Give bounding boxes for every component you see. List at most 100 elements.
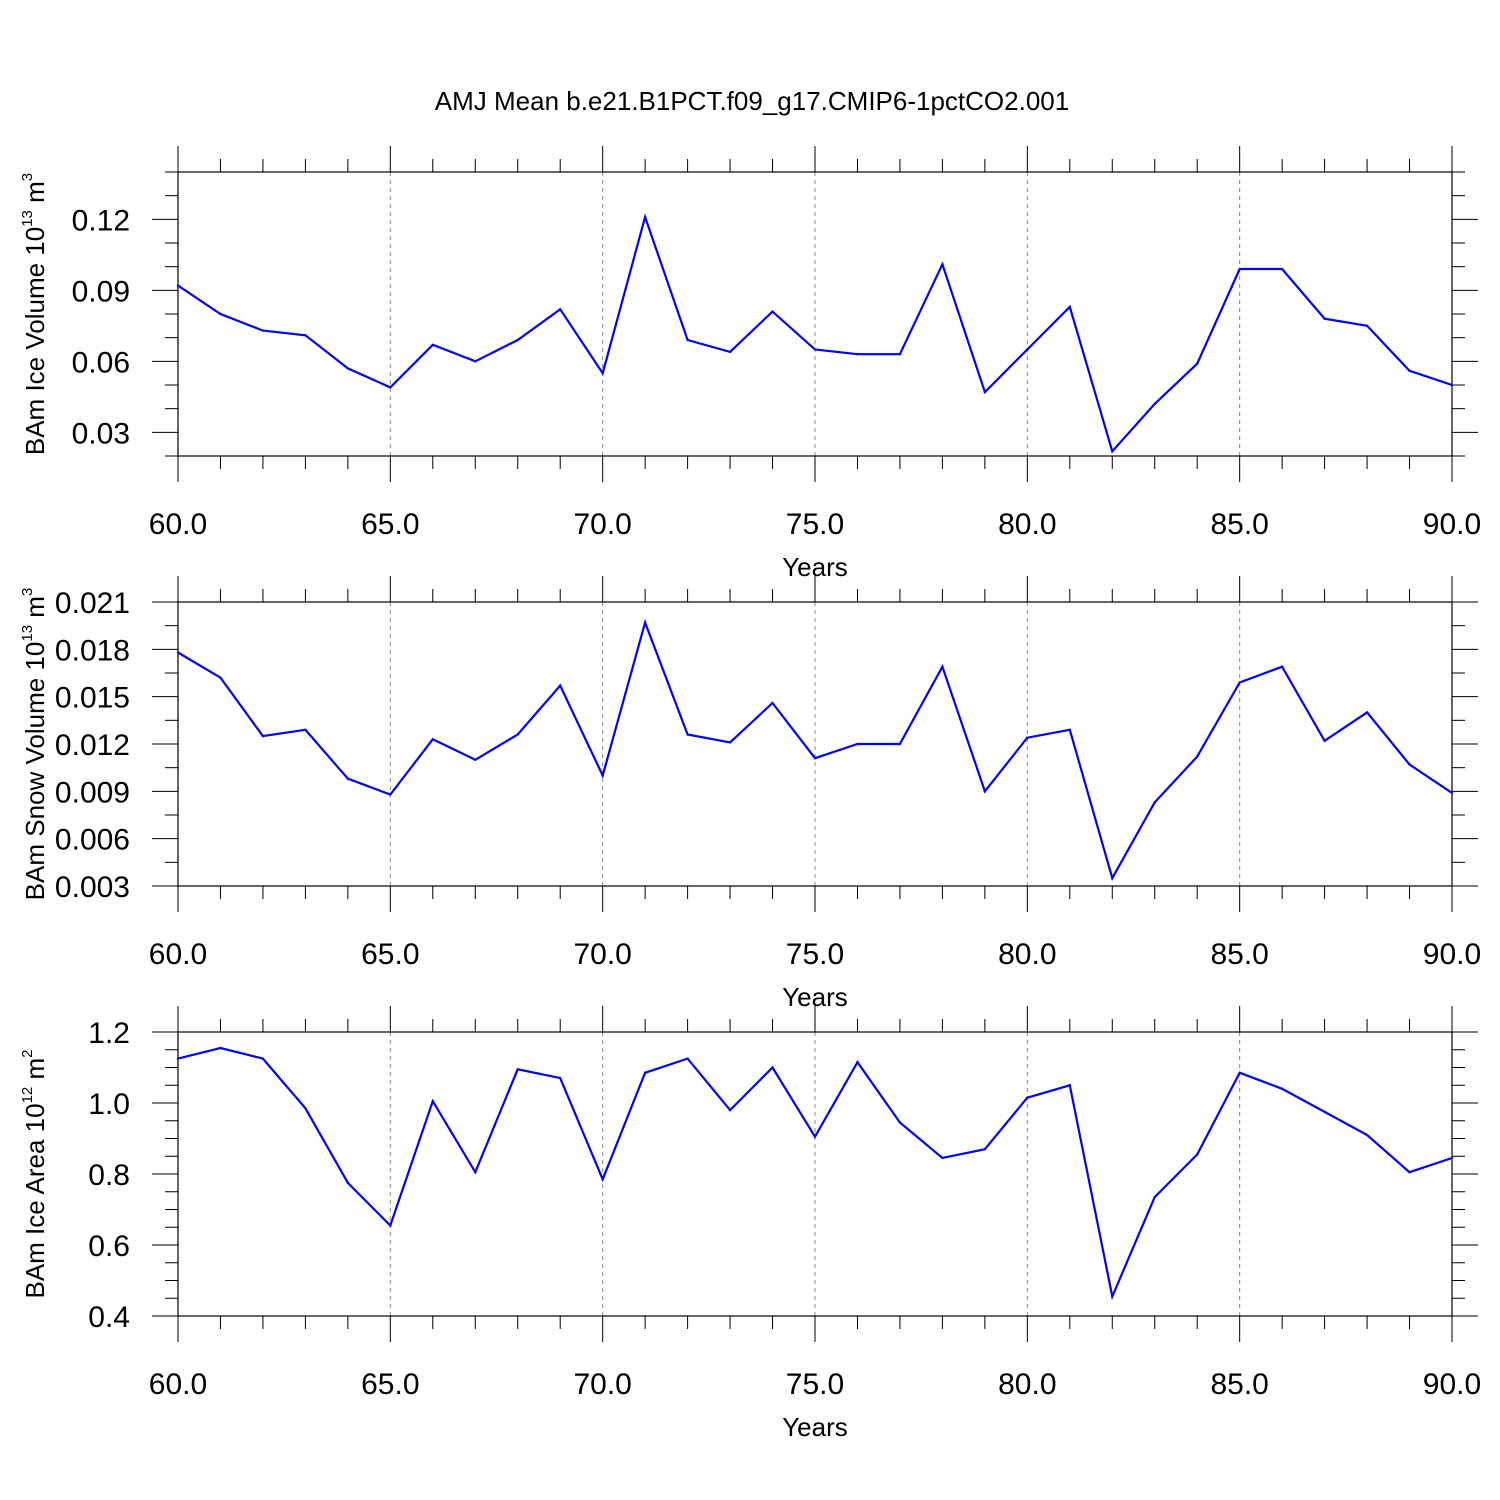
data-point	[1111, 450, 1114, 453]
data-point	[346, 1181, 350, 1185]
data-point	[389, 793, 392, 796]
data-point	[474, 360, 477, 363]
y-tick-label: 0.012	[55, 729, 130, 762]
y-tick-label: 0.4	[88, 1301, 130, 1334]
data-point	[474, 1171, 477, 1174]
data-point	[1196, 755, 1199, 758]
data-point	[898, 353, 902, 356]
data-point	[1196, 1153, 1199, 1156]
data-point	[559, 1076, 562, 1080]
data-point	[1026, 1096, 1029, 1099]
data-point	[983, 1147, 987, 1151]
x-tick-label: 90.0	[1423, 1368, 1481, 1401]
y-axis-title-exponent: 12	[19, 1087, 36, 1104]
x-tick-label: 75.0	[786, 508, 844, 541]
x-tick-label: 60.0	[149, 938, 207, 971]
x-tick-label: 60.0	[149, 508, 207, 541]
chart-panel-3: 60.0 65.0 70.0 75.0 80.0 85.0 90.0 Years 0.4 0.6 0…	[19, 1006, 1481, 1442]
data-point	[1238, 1071, 1241, 1075]
data-point	[304, 1107, 307, 1110]
data-point	[1450, 1156, 1454, 1160]
y-tick-label: 0.8	[88, 1159, 130, 1192]
data-point	[1365, 711, 1369, 714]
y-axis-title-unit-exponent: 3	[19, 588, 36, 596]
x-tick-label: 75.0	[786, 1368, 844, 1401]
data-point	[1026, 348, 1029, 351]
data-point	[728, 1108, 732, 1112]
data-point	[516, 338, 519, 342]
y-tick-label: 1.2	[88, 1017, 130, 1050]
data-point	[431, 1100, 434, 1103]
data-point	[431, 343, 434, 346]
data-point	[1068, 1084, 1072, 1087]
data-point	[1450, 791, 1454, 795]
data-point	[643, 621, 647, 624]
data-point	[898, 1121, 902, 1124]
data-point	[1153, 402, 1156, 406]
x-tick-label: 80.0	[998, 508, 1056, 541]
data-point	[1365, 1133, 1369, 1137]
x-tick-label: 90.0	[1423, 938, 1481, 971]
x-tick-label: 65.0	[361, 1368, 419, 1401]
data-point	[686, 1057, 689, 1060]
data-point	[1323, 1110, 1326, 1114]
data-point	[813, 757, 817, 760]
data-point	[1323, 739, 1326, 743]
data-point	[346, 367, 350, 370]
chart-panel-2: 60.0 65.0 70.0 75.0 80.0 85.0 90.0Years0.0030.…	[19, 576, 1481, 1012]
y-axis-title-main: BAm Ice Area 10	[20, 1103, 50, 1298]
y-tick-label: 1.0	[88, 1088, 130, 1121]
y-tick-label: 0.006	[55, 824, 130, 857]
data-point	[176, 651, 180, 654]
data-point	[1280, 665, 1284, 668]
data-point	[516, 733, 519, 736]
data-point	[856, 1060, 859, 1064]
x-tick-label: 90.0	[1423, 508, 1481, 541]
x-tick-label: 85.0	[1210, 508, 1268, 541]
data-point	[1408, 1171, 1411, 1174]
y-axis-title-exponent: 13	[19, 625, 36, 642]
data-point	[771, 310, 774, 313]
y-tick-label: 0.12	[72, 204, 130, 237]
data-point	[1450, 383, 1454, 387]
x-axis-title: Years	[782, 1412, 848, 1442]
x-tick-label: 80.0	[998, 938, 1056, 971]
data-point	[898, 742, 902, 746]
y-axis-title-unit-exponent: 3	[19, 173, 36, 181]
data-point	[686, 733, 689, 736]
data-point	[1280, 1087, 1284, 1091]
data-point	[1068, 305, 1072, 309]
data-point	[1408, 763, 1411, 766]
data-point	[1153, 801, 1156, 804]
data-point	[601, 1178, 604, 1181]
x-tick-label: 70.0	[573, 508, 631, 541]
y-axis-title-main: BAm Ice Volume 10	[20, 227, 50, 455]
y-axis-title-unit: m	[20, 596, 50, 625]
data-point	[643, 1071, 647, 1075]
data-point	[813, 1135, 817, 1138]
data-point	[1111, 876, 1114, 880]
x-tick-label: 70.0	[573, 938, 631, 971]
data-point	[219, 676, 222, 679]
x-tick-label: 65.0	[361, 938, 419, 971]
data-point	[856, 742, 859, 746]
y-tick-label: 0.6	[88, 1230, 130, 1263]
data-point	[1323, 317, 1326, 320]
data-point	[643, 215, 647, 219]
x-tick-label: 85.0	[1210, 938, 1268, 971]
data-point	[1196, 362, 1199, 365]
data-point	[389, 386, 392, 389]
chart-panel-1: 60.0 65.0 70.0 75.0 80.0 85.0 90.0Years0.030.0…	[19, 146, 1481, 582]
data-point	[261, 734, 265, 738]
data-point	[389, 1224, 392, 1227]
data-point	[516, 1068, 519, 1071]
data-point	[219, 312, 222, 316]
x-tick-label: 75.0	[786, 938, 844, 971]
data-point	[1238, 267, 1241, 271]
data-point	[346, 777, 350, 780]
y-tick-label: 0.018	[55, 634, 130, 667]
data-point	[1153, 1195, 1156, 1199]
y-tick-label: 0.09	[72, 275, 130, 308]
y-axis-title-main: BAm Snow Volume 10	[20, 642, 50, 901]
